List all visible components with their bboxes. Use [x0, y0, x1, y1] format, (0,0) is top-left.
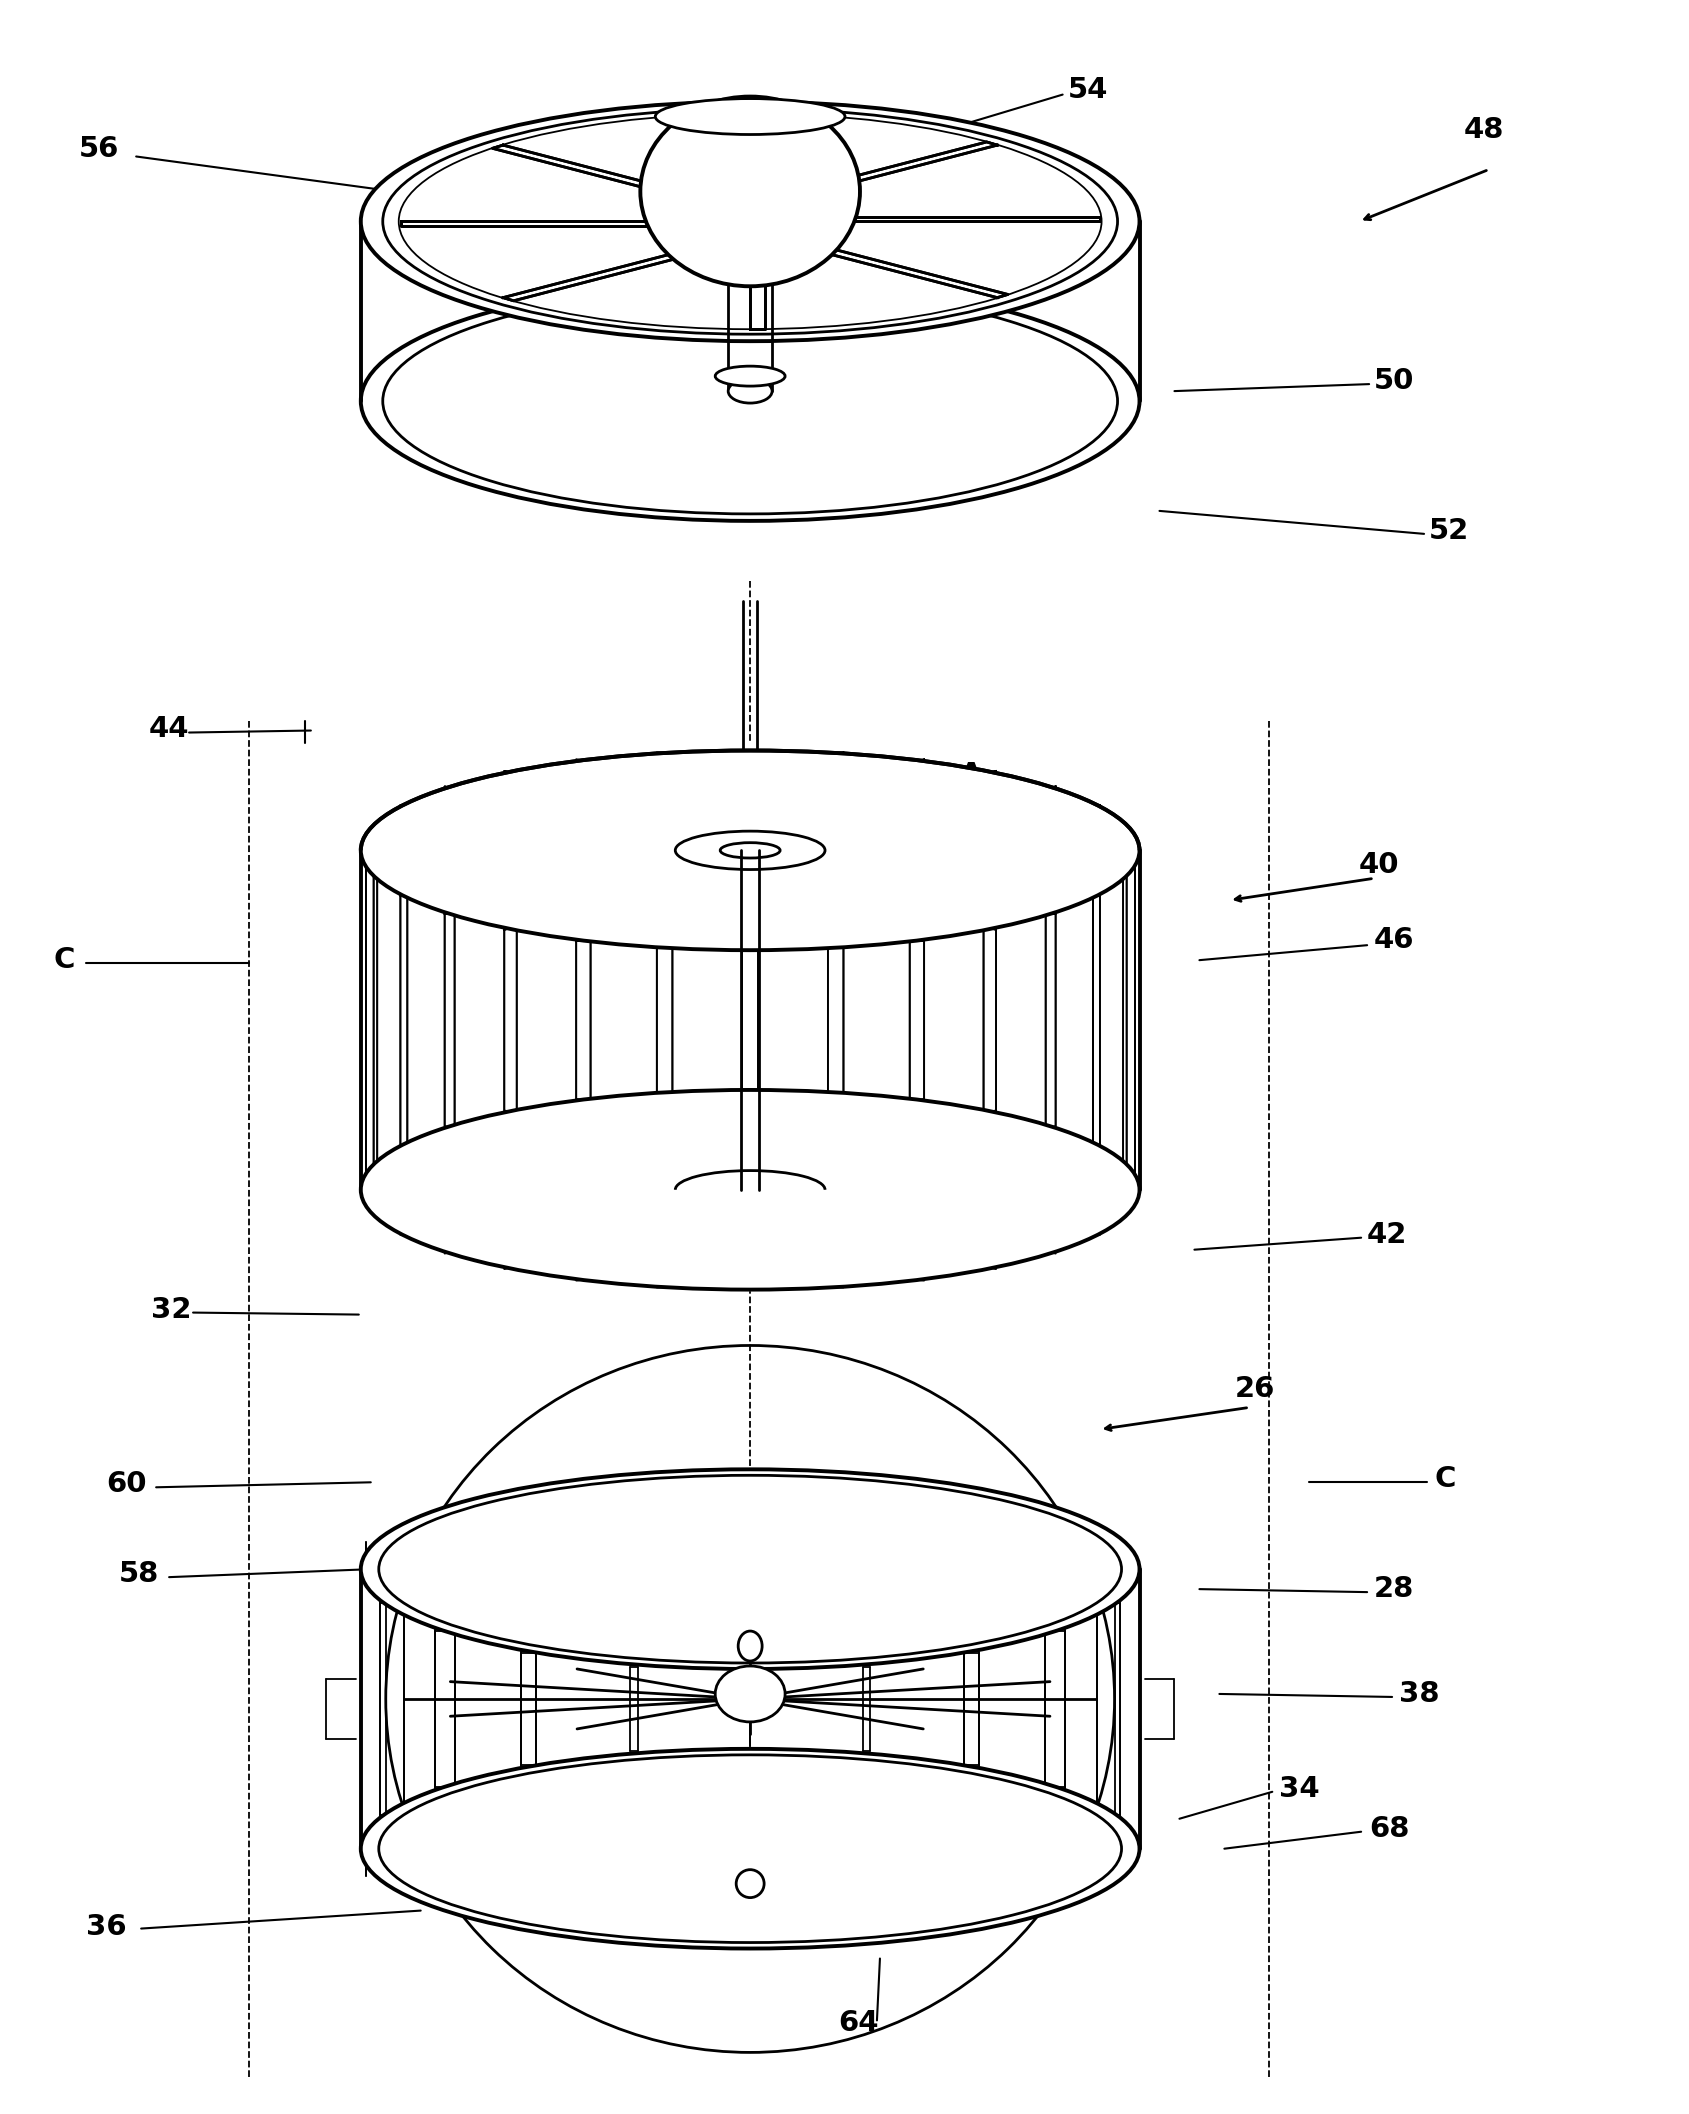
Ellipse shape: [720, 843, 780, 858]
Text: 38: 38: [1398, 1681, 1439, 1708]
Polygon shape: [828, 753, 843, 1093]
Ellipse shape: [728, 378, 772, 404]
Text: 44: 44: [149, 715, 189, 742]
Polygon shape: [790, 865, 997, 930]
Polygon shape: [657, 947, 672, 1287]
Polygon shape: [1093, 805, 1100, 1148]
Text: 36: 36: [86, 1913, 127, 1941]
Polygon shape: [1123, 827, 1127, 1169]
Polygon shape: [814, 805, 1100, 843]
Polygon shape: [444, 786, 696, 839]
Polygon shape: [373, 852, 679, 875]
Polygon shape: [831, 218, 1100, 222]
Ellipse shape: [640, 97, 860, 285]
Text: A: A: [959, 761, 983, 789]
Polygon shape: [735, 114, 750, 184]
Polygon shape: [910, 939, 924, 1281]
Polygon shape: [758, 753, 843, 831]
Polygon shape: [373, 827, 377, 1169]
Polygon shape: [400, 805, 686, 843]
Polygon shape: [505, 772, 709, 837]
Polygon shape: [758, 869, 843, 947]
Polygon shape: [373, 871, 377, 1213]
Polygon shape: [1123, 871, 1127, 1213]
Polygon shape: [775, 759, 924, 833]
Text: 56: 56: [79, 135, 120, 163]
Ellipse shape: [361, 281, 1140, 520]
Polygon shape: [657, 753, 741, 831]
Text: 58: 58: [120, 1560, 159, 1588]
Polygon shape: [807, 245, 1008, 298]
Polygon shape: [444, 911, 454, 1254]
Ellipse shape: [714, 1666, 785, 1723]
Ellipse shape: [736, 1869, 763, 1898]
Polygon shape: [493, 146, 692, 199]
Ellipse shape: [655, 99, 844, 135]
Text: 52: 52: [1429, 516, 1469, 545]
Text: 46: 46: [1375, 926, 1415, 953]
Ellipse shape: [676, 831, 824, 869]
Polygon shape: [505, 772, 517, 1112]
Polygon shape: [657, 869, 741, 947]
Polygon shape: [821, 827, 1127, 848]
Polygon shape: [576, 759, 725, 833]
Polygon shape: [1045, 786, 1056, 1129]
Ellipse shape: [738, 1632, 762, 1662]
Text: 34: 34: [1279, 1776, 1319, 1803]
Polygon shape: [790, 772, 997, 837]
Polygon shape: [503, 247, 704, 300]
Polygon shape: [1045, 911, 1056, 1254]
Polygon shape: [983, 772, 997, 1112]
Polygon shape: [444, 786, 454, 1129]
Polygon shape: [741, 750, 758, 1091]
Ellipse shape: [714, 366, 785, 387]
Polygon shape: [367, 848, 676, 852]
Polygon shape: [983, 928, 997, 1268]
Polygon shape: [505, 928, 517, 1268]
Text: 42: 42: [1366, 1220, 1407, 1249]
Polygon shape: [400, 856, 686, 896]
Polygon shape: [576, 939, 591, 1281]
Text: 60: 60: [106, 1471, 147, 1499]
Polygon shape: [828, 947, 843, 1287]
Polygon shape: [750, 260, 765, 330]
Text: 26: 26: [1235, 1376, 1275, 1404]
Ellipse shape: [361, 750, 1140, 949]
Text: C: C: [54, 947, 74, 975]
Polygon shape: [741, 949, 758, 1290]
Polygon shape: [505, 865, 709, 930]
Polygon shape: [814, 856, 1100, 896]
Polygon shape: [804, 860, 1056, 913]
Polygon shape: [444, 860, 696, 913]
Text: 64: 64: [838, 2010, 878, 2038]
Text: 48: 48: [1464, 116, 1505, 144]
Text: 40: 40: [1360, 852, 1400, 879]
Text: 28: 28: [1375, 1575, 1414, 1602]
Text: 32: 32: [150, 1296, 191, 1323]
Polygon shape: [1093, 892, 1100, 1235]
Text: 54: 54: [1067, 76, 1108, 104]
Polygon shape: [910, 759, 924, 1101]
Text: C: C: [1434, 1465, 1456, 1492]
Polygon shape: [576, 759, 591, 1101]
Polygon shape: [400, 805, 407, 1148]
Text: 50: 50: [1375, 368, 1414, 395]
Polygon shape: [775, 867, 924, 941]
Text: 68: 68: [1370, 1814, 1410, 1843]
Polygon shape: [821, 852, 1127, 875]
Polygon shape: [400, 222, 671, 226]
Polygon shape: [824, 848, 1135, 852]
Polygon shape: [576, 867, 725, 941]
Polygon shape: [657, 753, 672, 1093]
Ellipse shape: [361, 1748, 1140, 1949]
Polygon shape: [400, 892, 407, 1235]
Polygon shape: [373, 827, 679, 848]
Ellipse shape: [361, 101, 1140, 340]
Polygon shape: [797, 142, 997, 194]
Ellipse shape: [361, 1091, 1140, 1290]
Ellipse shape: [361, 1469, 1140, 1668]
Polygon shape: [804, 786, 1056, 839]
